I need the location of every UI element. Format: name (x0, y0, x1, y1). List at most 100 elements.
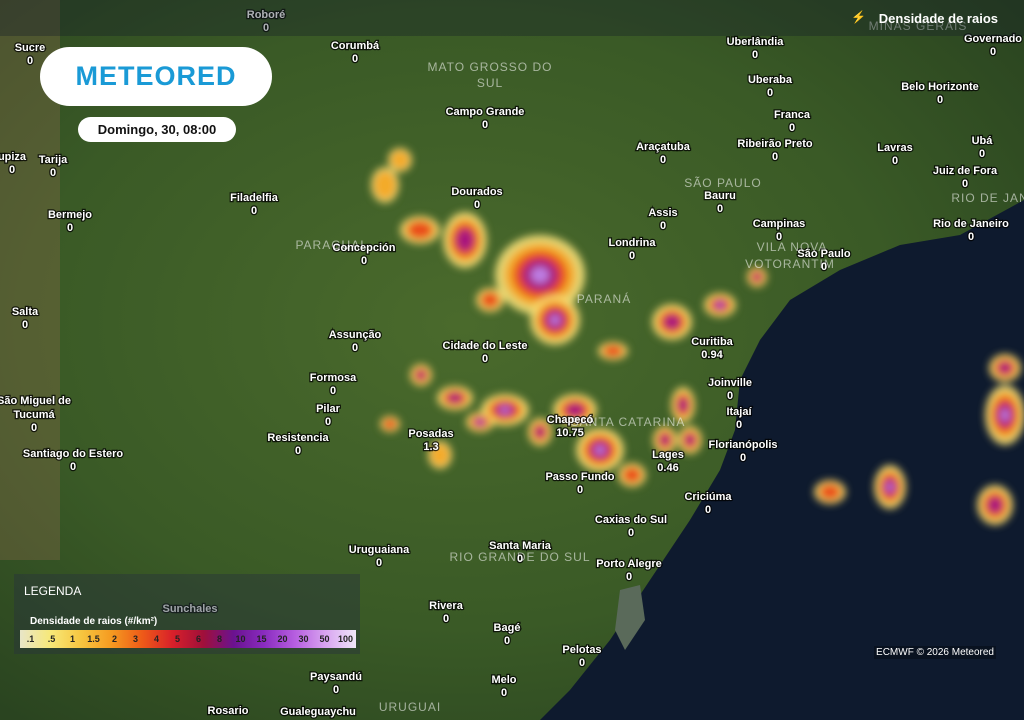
city-value: 0 (660, 154, 666, 166)
region-label: VOTORANTIM (745, 257, 835, 271)
city-name: São Paulo (797, 248, 850, 260)
city-value: 0 (717, 203, 723, 215)
legend-stop: 100 (337, 634, 354, 644)
legend-subtitle: Densidade de raios (#/km²) (30, 616, 158, 627)
city-value: 0 (295, 445, 301, 457)
city-value: 0 (660, 220, 666, 232)
city-value: 0 (517, 553, 523, 565)
city-value: 0 (352, 342, 358, 354)
storm-cell (820, 484, 840, 500)
legend-stop: 2 (111, 634, 117, 644)
city-name: Ribeirão Preto (737, 138, 812, 150)
legend-stop: 50 (319, 634, 330, 644)
storm-cell (664, 314, 680, 330)
city-name: Filadelfia (230, 192, 279, 204)
city-name: Tarija (39, 154, 68, 166)
region-label: VILA NOVA (757, 240, 828, 254)
logo[interactable]: METEORED (40, 47, 272, 106)
city-name: Porto Alegre (596, 558, 662, 570)
city-name: Tucumá (13, 409, 55, 421)
legend-stop: 4 (153, 634, 159, 644)
city-value: 0 (9, 164, 15, 176)
city-name: Governado (964, 33, 1022, 45)
city-value: 0 (361, 255, 367, 267)
city-name: Resistencia (267, 432, 329, 444)
storm-cell (500, 406, 510, 414)
labels: Roboré0Corumbá0Sucre0Uberlândia0Governad… (0, 8, 1024, 720)
city-name: Itajaí (726, 406, 752, 418)
legend-stop: 20 (277, 634, 288, 644)
city-value: 0 (482, 353, 488, 365)
storm-cell (531, 267, 549, 283)
region-label: SÃO PAULO (684, 176, 761, 190)
storm-cell (998, 362, 1012, 374)
city-value: 0 (740, 452, 746, 464)
city-value: 0 (333, 684, 339, 696)
city-name: Juiz de Fora (933, 165, 998, 177)
city-name: Lavras (877, 142, 912, 154)
storm-cell (408, 221, 432, 239)
city-name: Campo Grande (446, 106, 525, 118)
city-name: São Miguel de (0, 395, 71, 407)
storm-cell (987, 497, 1003, 513)
city-name: Rio de Janeiro (933, 218, 1009, 230)
city-name: upiza (0, 151, 27, 163)
city-name: Florianópolis (708, 439, 777, 451)
ocean (540, 200, 1024, 720)
date: Domingo, 30, 08:00 (78, 117, 236, 142)
city-name: Uberlândia (727, 36, 785, 48)
city-name: Franca (774, 109, 811, 121)
storm-cell (595, 445, 605, 455)
city-name: Salta (12, 306, 39, 318)
city-value: 0 (752, 49, 758, 61)
city-name: Roboré (247, 9, 286, 21)
city-name: Cidade do Leste (443, 340, 528, 352)
city-value: 0 (736, 419, 742, 431)
city-value: 0 (772, 151, 778, 163)
storm-cell (384, 419, 396, 429)
storm-cell (430, 443, 450, 467)
city-name: Gualeguaychu (280, 706, 356, 718)
city-value: 0 (474, 199, 480, 211)
storm-cell (678, 397, 688, 413)
credit: ECMWF © 2026 Meteored (874, 646, 996, 659)
storm-cell (566, 403, 584, 417)
city-name: Corumbá (331, 40, 380, 52)
legend-stop: 5 (174, 634, 180, 644)
legend-bar: .1 .5 1 1.5 2 3 4 5 6 8 10 15 20 30 50 100 (20, 630, 356, 648)
city-name: Caxias do Sul (595, 514, 667, 526)
legend-stop: .1 (26, 634, 35, 644)
city-value: 0 (501, 687, 507, 699)
city-value: 0 (821, 261, 827, 273)
city-value: 0 (325, 416, 331, 428)
city-value: 0 (629, 250, 635, 262)
region-label: PARAGUAI (295, 238, 364, 252)
storm-cell (604, 345, 622, 357)
city-value: 0 (937, 94, 943, 106)
city-value: 0 (352, 53, 358, 65)
city-value: 0 (767, 87, 773, 99)
city-name: Pelotas (562, 644, 601, 656)
city-value: 0 (990, 46, 996, 58)
city-value: 0 (705, 504, 711, 516)
storm-cell (1001, 409, 1009, 421)
city-name: Assis (648, 207, 677, 219)
region-label: MINAS GERAIS (869, 19, 968, 33)
region-label: SUL (477, 76, 503, 90)
city-value: 0 (31, 422, 37, 434)
city-name: Bauru (704, 190, 736, 202)
legend-stop: 1.5 (87, 634, 100, 644)
city-name: Pilar (316, 403, 341, 415)
city-name: Ubá (972, 135, 994, 147)
region-label: URUGUAI (379, 700, 441, 714)
storm-cell (623, 467, 641, 483)
city-name: Chapecó (547, 414, 594, 426)
storm-cell (550, 315, 560, 325)
lagoon (615, 585, 645, 650)
city-value: 10.75 (556, 427, 584, 439)
storm-cell (886, 482, 894, 492)
city-name: Concepción (333, 242, 396, 254)
city-name: Belo Horizonte (901, 81, 979, 93)
city-name: Joinville (708, 377, 752, 389)
